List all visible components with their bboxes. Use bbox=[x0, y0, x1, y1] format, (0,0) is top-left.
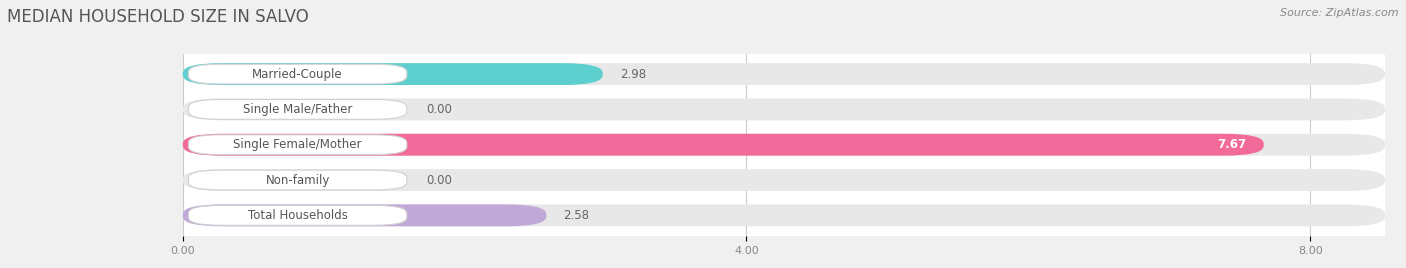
Text: Married-Couple: Married-Couple bbox=[252, 68, 343, 81]
Text: Non-family: Non-family bbox=[266, 174, 330, 187]
FancyBboxPatch shape bbox=[183, 98, 1385, 120]
FancyBboxPatch shape bbox=[183, 169, 1385, 191]
Text: 2.98: 2.98 bbox=[620, 68, 645, 81]
Text: Source: ZipAtlas.com: Source: ZipAtlas.com bbox=[1281, 8, 1399, 18]
FancyBboxPatch shape bbox=[188, 64, 406, 84]
FancyBboxPatch shape bbox=[183, 204, 547, 226]
Text: 7.67: 7.67 bbox=[1218, 138, 1247, 151]
FancyBboxPatch shape bbox=[188, 99, 406, 119]
FancyBboxPatch shape bbox=[183, 63, 1385, 85]
FancyBboxPatch shape bbox=[183, 63, 603, 85]
FancyBboxPatch shape bbox=[183, 134, 1385, 156]
FancyBboxPatch shape bbox=[188, 135, 406, 155]
Text: 0.00: 0.00 bbox=[426, 174, 453, 187]
Text: Total Households: Total Households bbox=[247, 209, 347, 222]
Text: 0.00: 0.00 bbox=[426, 103, 453, 116]
Text: Single Female/Mother: Single Female/Mother bbox=[233, 138, 361, 151]
FancyBboxPatch shape bbox=[183, 134, 1264, 156]
FancyBboxPatch shape bbox=[183, 204, 1385, 226]
Text: MEDIAN HOUSEHOLD SIZE IN SALVO: MEDIAN HOUSEHOLD SIZE IN SALVO bbox=[7, 8, 309, 26]
FancyBboxPatch shape bbox=[188, 206, 406, 225]
FancyBboxPatch shape bbox=[188, 170, 406, 190]
Text: Single Male/Father: Single Male/Father bbox=[243, 103, 353, 116]
Text: 2.58: 2.58 bbox=[564, 209, 589, 222]
